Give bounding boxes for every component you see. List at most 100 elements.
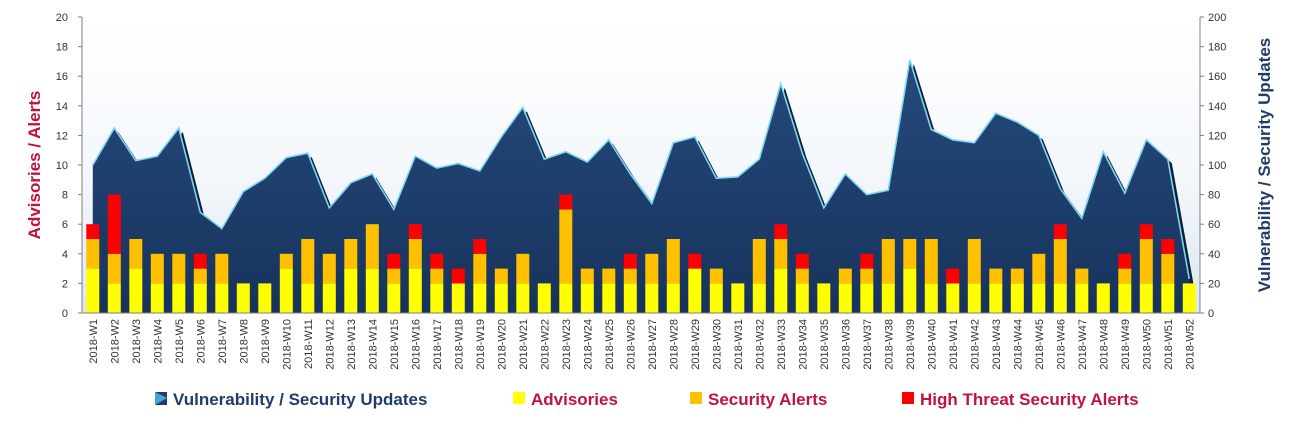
bar-2-44 xyxy=(1010,268,1024,284)
bar-1-32 xyxy=(752,283,766,313)
x-tick-label-14: 2018-W14 xyxy=(367,319,379,370)
bar-3-34 xyxy=(795,253,809,269)
bar-2-2 xyxy=(107,253,121,284)
bar-3-17 xyxy=(430,253,444,269)
y2-tick-label-1: 20 xyxy=(1208,278,1220,290)
x-tick-label-26: 2018-W26 xyxy=(625,319,637,370)
y2-tick-label-6: 120 xyxy=(1208,130,1226,142)
bar-1-34 xyxy=(795,283,809,313)
y-tick-label-8: 16 xyxy=(56,71,68,83)
bar-1-50 xyxy=(1139,283,1153,313)
bar-1-35 xyxy=(817,283,831,313)
bar-3-15 xyxy=(387,253,401,269)
bar-3-18 xyxy=(451,268,465,284)
legend-label-2: Advisories xyxy=(531,390,618,409)
bar-2-30 xyxy=(709,268,723,284)
y-tick-label-7: 14 xyxy=(56,101,68,113)
bar-1-13 xyxy=(344,268,358,313)
bar-1-21 xyxy=(516,283,530,313)
bar-1-44 xyxy=(1010,283,1024,313)
bar-1-19 xyxy=(473,283,487,313)
x-tick-label-30: 2018-W30 xyxy=(711,319,723,370)
x-tick-label-43: 2018-W43 xyxy=(991,319,1003,370)
bar-1-9 xyxy=(258,283,272,313)
bar-3-29 xyxy=(688,253,702,269)
x-tick-label-20: 2018-W20 xyxy=(496,319,508,370)
legend-swatch-3 xyxy=(690,392,702,404)
x-tick-label-31: 2018-W31 xyxy=(733,319,745,370)
bar-3-41 xyxy=(946,268,960,284)
bar-1-22 xyxy=(537,283,551,313)
y-tick-label-3: 6 xyxy=(62,219,68,231)
bar-3-49 xyxy=(1118,253,1132,269)
bar-3-33 xyxy=(774,224,788,239)
x-tick-label-3: 2018-W3 xyxy=(131,319,143,364)
bar-2-25 xyxy=(602,268,616,284)
y-tick-label-0: 0 xyxy=(62,308,68,320)
legend-swatch-2 xyxy=(513,392,525,404)
bar-2-14 xyxy=(365,224,379,269)
x-tick-label-1: 2018-W1 xyxy=(88,319,100,364)
bar-2-24 xyxy=(580,268,594,284)
bar-2-37 xyxy=(860,268,874,284)
bar-2-3 xyxy=(129,239,143,269)
bar-3-51 xyxy=(1161,239,1175,254)
bar-2-50 xyxy=(1139,239,1153,284)
bar-2-17 xyxy=(430,268,444,284)
x-tick-label-46: 2018-W46 xyxy=(1055,319,1067,370)
bar-1-8 xyxy=(236,283,250,313)
x-tick-label-11: 2018-W11 xyxy=(303,319,315,369)
bar-1-48 xyxy=(1096,283,1110,313)
bar-1-25 xyxy=(602,283,616,313)
bar-1-39 xyxy=(903,268,917,313)
x-tick-label-41: 2018-W41 xyxy=(948,319,960,370)
y-tick-label-10: 20 xyxy=(56,12,68,24)
x-tick-label-7: 2018-W7 xyxy=(217,319,229,364)
x-tick-label-13: 2018-W13 xyxy=(346,319,358,370)
y-tick-label-1: 2 xyxy=(62,278,68,290)
legend-label-3: Security Alerts xyxy=(708,390,827,409)
bar-1-46 xyxy=(1053,283,1067,313)
bar-2-19 xyxy=(473,253,487,284)
x-tick-label-15: 2018-W15 xyxy=(389,319,401,370)
x-tick-label-22: 2018-W22 xyxy=(539,319,551,370)
y2-tick-label-4: 80 xyxy=(1208,190,1220,202)
bar-2-39 xyxy=(903,239,917,269)
bar-2-32 xyxy=(752,239,766,284)
x-tick-label-51: 2018-W51 xyxy=(1163,319,1175,370)
bar-1-24 xyxy=(580,283,594,313)
bar-layer xyxy=(86,194,1196,313)
x-tick-label-24: 2018-W24 xyxy=(582,319,594,370)
bar-1-23 xyxy=(559,283,573,313)
bar-1-17 xyxy=(430,283,444,313)
axis-layer: 0246810121416182002040608010012014016018… xyxy=(56,12,1227,370)
x-tick-label-35: 2018-W35 xyxy=(819,319,831,370)
bar-2-43 xyxy=(989,268,1003,284)
bar-2-28 xyxy=(666,239,680,284)
bar-2-23 xyxy=(559,209,573,284)
x-tick-label-36: 2018-W36 xyxy=(840,319,852,370)
bar-2-16 xyxy=(408,239,422,269)
x-tick-label-27: 2018-W27 xyxy=(647,319,659,370)
y-axis-label: Advisories / Alerts xyxy=(25,91,44,240)
x-tick-label-4: 2018-W4 xyxy=(152,319,164,364)
bar-2-11 xyxy=(301,239,315,284)
x-tick-label-23: 2018-W23 xyxy=(561,319,573,370)
bar-2-26 xyxy=(623,268,637,284)
x-tick-label-2: 2018-W2 xyxy=(109,319,121,364)
bar-1-43 xyxy=(989,283,1003,313)
x-tick-label-40: 2018-W40 xyxy=(926,319,938,370)
x-tick-label-17: 2018-W17 xyxy=(432,319,444,370)
y2-tick-label-2: 40 xyxy=(1208,249,1220,261)
bar-1-10 xyxy=(279,268,293,313)
bar-2-15 xyxy=(387,268,401,284)
bar-1-16 xyxy=(408,268,422,313)
x-tick-label-6: 2018-W6 xyxy=(195,319,207,364)
bar-1-27 xyxy=(645,283,659,313)
bar-2-49 xyxy=(1118,268,1132,284)
x-tick-label-16: 2018-W16 xyxy=(410,319,422,370)
bar-1-51 xyxy=(1161,283,1175,313)
bar-1-47 xyxy=(1075,283,1089,313)
bar-1-15 xyxy=(387,283,401,313)
